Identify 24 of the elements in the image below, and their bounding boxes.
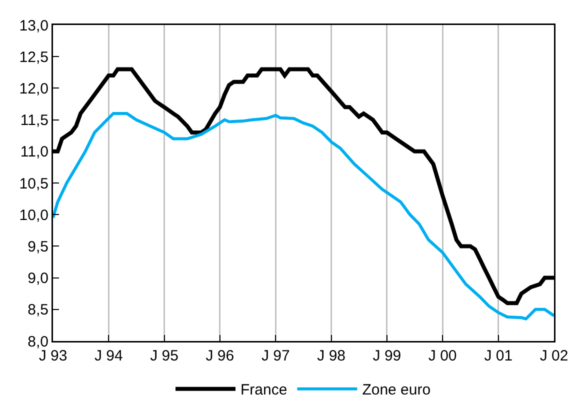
y-tick-label: 10,5	[19, 175, 48, 192]
legend-label: France	[240, 382, 288, 399]
y-tick-label: 12,5	[19, 48, 48, 66]
x-tick-label: J 98	[317, 348, 346, 364]
x-tick-label: J 99	[372, 348, 402, 364]
y-tick-label: 11,5	[20, 112, 48, 130]
y-tick-label: 9,0	[28, 270, 48, 288]
y-tick-label: 13,0	[19, 17, 48, 34]
y-tick-label: 11,0	[20, 144, 48, 161]
x-tick-label: J 95	[150, 348, 178, 364]
x-tick-label: J 93	[38, 348, 68, 364]
x-tick-label: J 94	[94, 348, 123, 364]
x-tick-label: J 01	[484, 348, 513, 364]
x-tick-label: J 00	[428, 348, 457, 364]
x-tick-label: J 97	[262, 348, 290, 364]
y-tick-label: 10,0	[19, 206, 48, 224]
y-tick-label: 8,5	[28, 302, 48, 319]
line-series	[53, 112, 554, 320]
y-tick-label: 12,0	[19, 80, 48, 98]
x-tick-label: J 02	[540, 348, 568, 364]
legend-label: Zone euro	[362, 382, 431, 399]
x-tick-label: J 96	[206, 348, 234, 364]
y-tick-label: 9,5	[28, 238, 48, 256]
y-tick-label: 8,0	[28, 333, 48, 350]
